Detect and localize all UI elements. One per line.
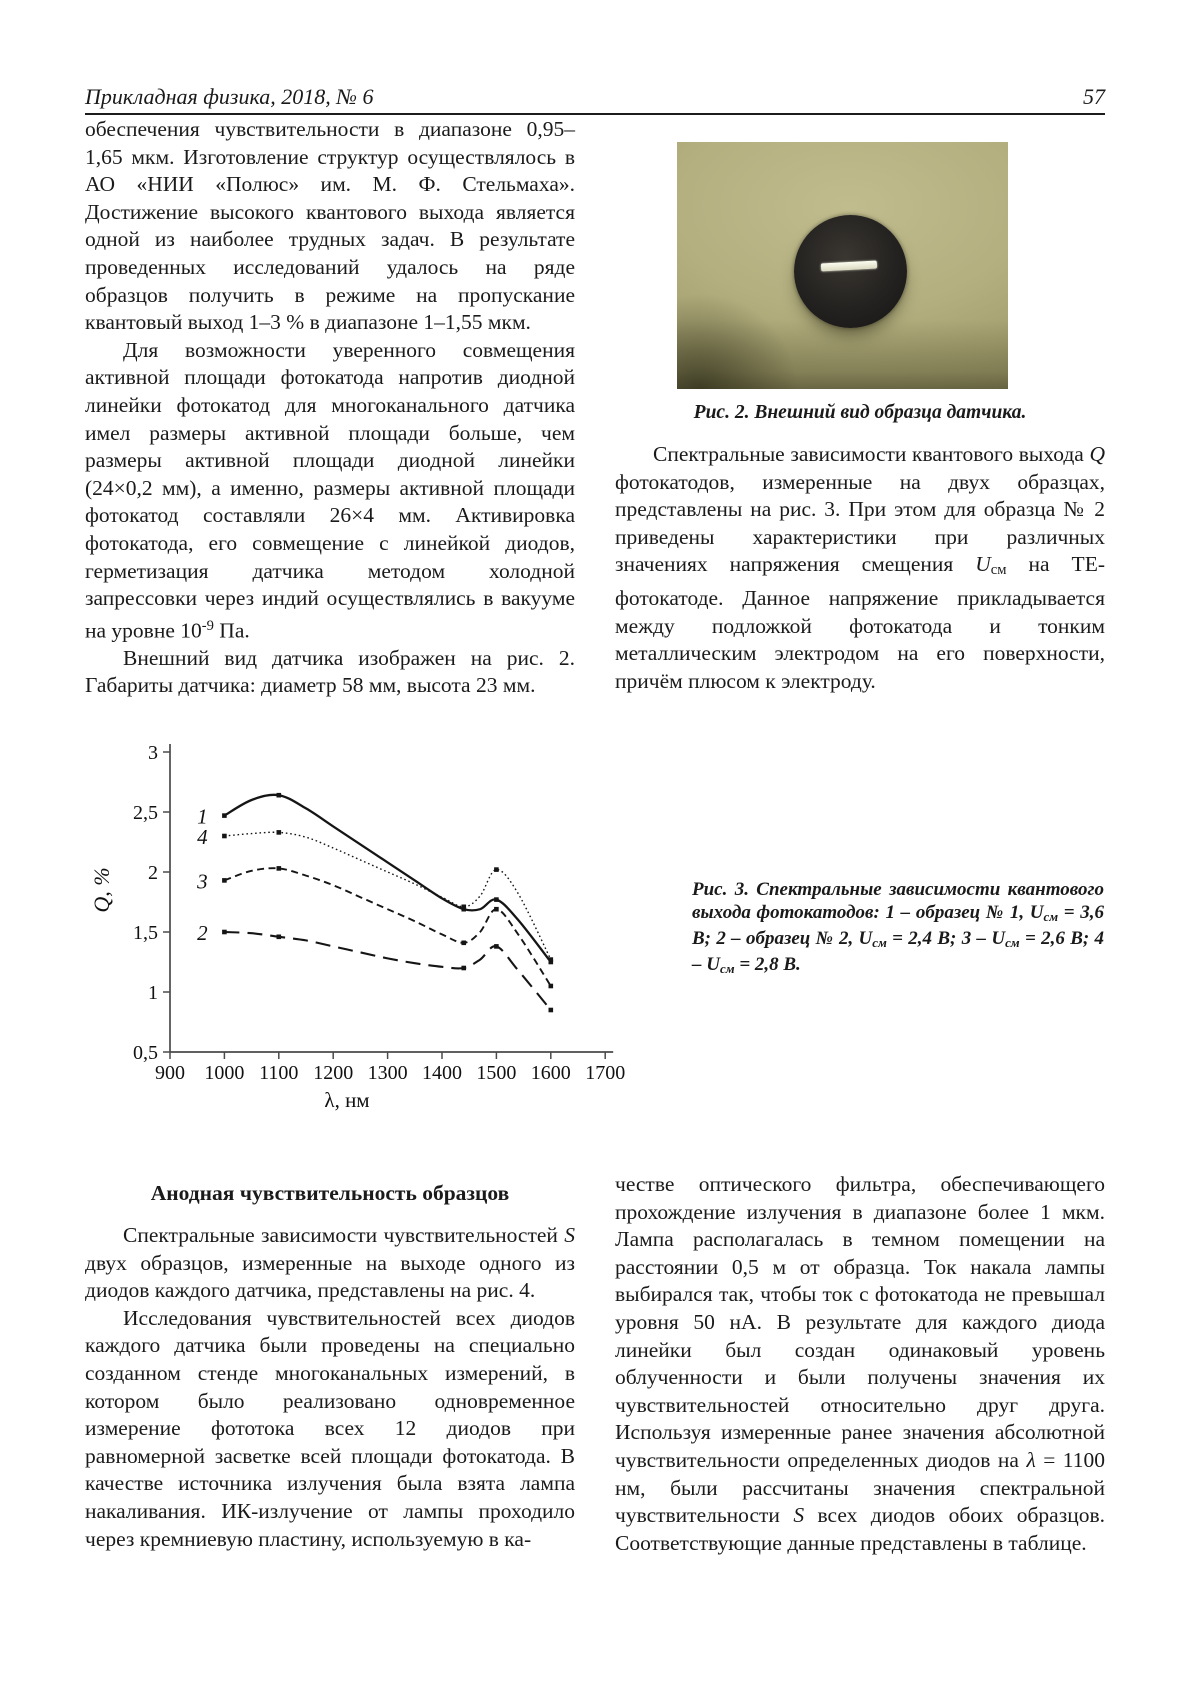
figure3-caption: Рис. 3. Спектральные зависимости квантов… <box>692 879 1105 977</box>
column-left-top: обеспечения чувствительности в диапазоне… <box>85 116 575 700</box>
svg-text:1: 1 <box>148 982 158 1004</box>
figure2-sensor-photo <box>677 142 1008 389</box>
svg-text:1700: 1700 <box>585 1062 625 1084</box>
svg-text:1300: 1300 <box>368 1062 408 1084</box>
svg-text:0,5: 0,5 <box>133 1042 158 1064</box>
svg-text:1100: 1100 <box>259 1062 298 1084</box>
paragraph: Спектральные зависимости квантового выхо… <box>615 442 1105 693</box>
svg-text:900: 900 <box>155 1062 185 1084</box>
curve-4 <box>224 831 552 960</box>
curve-label-4: 4 <box>197 825 208 849</box>
svg-text:1400: 1400 <box>422 1062 462 1084</box>
journal-title: Прикладная физика, 2018, № 6 <box>85 84 374 109</box>
paragraph: Для возможности уверенного совмещения ак… <box>85 337 575 642</box>
svg-text:1200: 1200 <box>313 1062 353 1084</box>
header-rule <box>85 113 1105 115</box>
svg-text:1500: 1500 <box>476 1062 516 1084</box>
page-number: 57 <box>1083 84 1105 109</box>
paragraph: Внешний вид датчика изображен на рис. 2.… <box>85 645 575 698</box>
curve-label-1: 1 <box>197 805 208 829</box>
curve-label-2: 2 <box>197 921 208 945</box>
svg-text:λ, нм: λ, нм <box>324 1088 369 1112</box>
paragraph: Спектральные зависимости чувствительност… <box>85 1223 575 1303</box>
paragraph: честве оптического фильтра, обеспечивающ… <box>615 1172 1105 1555</box>
curve-3 <box>224 867 552 987</box>
column-left-bottom: Спектральные зависимости чувствительност… <box>85 1222 575 1553</box>
column-right-bottom: честве оптического фильтра, обеспечивающ… <box>615 1171 1105 1557</box>
svg-text:3: 3 <box>148 742 158 764</box>
figure3-chart: 0,5 1 1,5 2 2,5 3 900 1000 1100 1200 1300 1400 1500 1… <box>89 742 625 1112</box>
svg-text:1000: 1000 <box>204 1062 244 1084</box>
paragraph: Исследования чувствительностей всех диод… <box>85 1305 575 1551</box>
page-header: Прикладная физика, 2018, № 6 57 <box>85 84 1105 110</box>
svg-text:1,5: 1,5 <box>133 922 158 944</box>
curve-label-3: 3 <box>196 869 208 893</box>
section-heading: Анодная чувствительность образцов <box>150 1181 510 1205</box>
svg-text:2: 2 <box>148 862 158 884</box>
paragraph: обеспечения чувствительности в диапазоне… <box>85 117 575 335</box>
figure2-caption: Рис. 2. Внешний вид образца датчика. <box>693 402 1027 423</box>
sensor-body <box>794 215 907 328</box>
svg-text:Q, %: Q, % <box>89 867 114 912</box>
svg-text:2,5: 2,5 <box>133 802 158 824</box>
curve-2 <box>224 930 552 1011</box>
svg-text:1600: 1600 <box>531 1062 571 1084</box>
sensor-slit <box>820 260 878 272</box>
column-right-top: Спектральные зависимости квантового выхо… <box>615 441 1105 696</box>
